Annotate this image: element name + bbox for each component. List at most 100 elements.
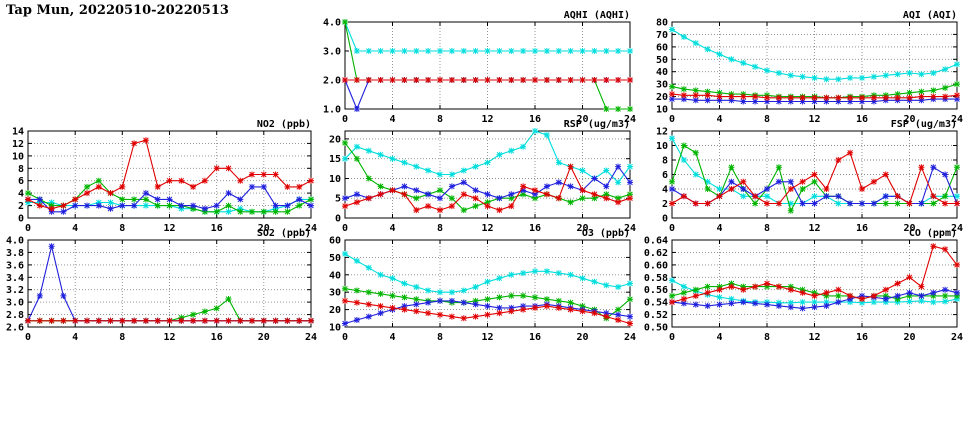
svg-text:40: 40 xyxy=(329,270,341,281)
chart-fsp: 0 4 8 12 16 20 24 0 2 4 6 8 10 12 FSP (ug/m3) xyxy=(644,117,963,236)
svg-text:4.0: 4.0 xyxy=(6,236,24,247)
svg-text:12: 12 xyxy=(808,332,820,343)
svg-text:16: 16 xyxy=(529,332,541,343)
svg-text:24: 24 xyxy=(951,114,963,125)
svg-text:4: 4 xyxy=(716,114,722,125)
svg-text:0.50: 0.50 xyxy=(644,323,668,334)
svg-text:4: 4 xyxy=(716,223,722,234)
svg-text:0: 0 xyxy=(342,332,348,343)
svg-text:3.0: 3.0 xyxy=(323,47,341,58)
svg-text:14: 14 xyxy=(12,127,24,138)
svg-text:15: 15 xyxy=(329,154,341,165)
svg-text:16: 16 xyxy=(856,114,868,125)
chart-aqhi: 0 4 8 12 16 20 24 1.0 2.0 3.0 4.0 AQHI (AQHI) xyxy=(317,8,636,127)
svg-text:16: 16 xyxy=(211,223,223,234)
svg-text:30: 30 xyxy=(656,80,668,91)
svg-text:12: 12 xyxy=(163,223,175,234)
page-title: Tap Mun, 20220510-20220513 xyxy=(6,3,229,18)
svg-text:0: 0 xyxy=(669,223,675,234)
chart-canvas-co: 0 4 8 12 16 20 24 0.50 0.520.54 0.560.58 0.600.620… xyxy=(644,228,963,343)
svg-text:16: 16 xyxy=(856,223,868,234)
svg-text:4: 4 xyxy=(18,189,24,200)
svg-text:6: 6 xyxy=(18,176,24,187)
svg-text:80: 80 xyxy=(656,18,668,29)
chart-no2: 0 4 8 12 16 20 24 0 2 4 6 8 10 12 14 NO2 (ppb) xyxy=(0,117,317,236)
svg-text:3.4: 3.4 xyxy=(6,273,24,284)
svg-text:2.0: 2.0 xyxy=(323,76,341,87)
svg-text:0: 0 xyxy=(18,214,24,225)
svg-text:0.54: 0.54 xyxy=(644,298,668,309)
svg-text:12: 12 xyxy=(163,332,175,343)
svg-text:8: 8 xyxy=(764,223,770,234)
svg-text:8: 8 xyxy=(18,164,24,175)
svg-text:20: 20 xyxy=(258,223,270,234)
svg-text:20: 20 xyxy=(903,114,915,125)
svg-text:1.0: 1.0 xyxy=(323,105,341,116)
chart-aqi: 0 4 8 12 16 20 24 10 20 30 40 50 60 70 80 AQI (AQI) xyxy=(644,8,963,127)
svg-text:3.2: 3.2 xyxy=(6,285,24,296)
svg-text:0.60: 0.60 xyxy=(644,260,668,271)
svg-text:0: 0 xyxy=(25,332,31,343)
svg-text:20: 20 xyxy=(576,114,588,125)
svg-text:30: 30 xyxy=(329,288,341,299)
svg-text:24: 24 xyxy=(951,332,963,343)
svg-text:0: 0 xyxy=(669,332,675,343)
chart-canvas-so2: 0 4 8 12 16 20 24 2.6 2.83.0 3.23.4 3.63.84.0 SO2 (… xyxy=(6,228,317,343)
svg-text:2.8: 2.8 xyxy=(6,310,24,321)
svg-text:40: 40 xyxy=(656,67,668,78)
svg-text:20: 20 xyxy=(903,332,915,343)
svg-text:24: 24 xyxy=(624,114,636,125)
svg-text:50: 50 xyxy=(656,55,668,66)
chart-o3: 0 4 8 12 16 20 24 10 20 30 40 50 60 O3 (ppb) xyxy=(317,226,636,345)
svg-text:0.56: 0.56 xyxy=(644,285,668,296)
svg-text:0.52: 0.52 xyxy=(644,310,668,321)
svg-text:20: 20 xyxy=(903,223,915,234)
svg-text:FSP (ug/m3): FSP (ug/m3) xyxy=(891,119,957,130)
svg-text:24: 24 xyxy=(305,223,317,234)
svg-text:AQHI (AQHI): AQHI (AQHI) xyxy=(564,10,630,21)
svg-text:8: 8 xyxy=(437,332,443,343)
svg-text:0.62: 0.62 xyxy=(644,248,668,259)
svg-text:0: 0 xyxy=(335,214,341,225)
svg-text:16: 16 xyxy=(856,332,868,343)
svg-text:20: 20 xyxy=(576,332,588,343)
svg-text:4: 4 xyxy=(662,185,668,196)
svg-text:8: 8 xyxy=(437,114,443,125)
svg-text:20: 20 xyxy=(656,92,668,103)
svg-text:O3 (ppb): O3 (ppb) xyxy=(582,228,630,239)
chart-so2: 0 4 8 12 16 20 24 2.6 2.8 3.0 3.2 3.4 3.6 3.8 4.0 SO2 (… xyxy=(0,226,317,345)
svg-text:10: 10 xyxy=(656,105,668,116)
svg-text:20: 20 xyxy=(329,134,341,145)
svg-text:10: 10 xyxy=(12,151,24,162)
svg-text:3.6: 3.6 xyxy=(6,260,24,271)
svg-text:12: 12 xyxy=(481,114,493,125)
svg-text:0.64: 0.64 xyxy=(644,236,668,247)
svg-text:3.0: 3.0 xyxy=(6,298,24,309)
svg-text:2: 2 xyxy=(18,201,24,212)
svg-text:8: 8 xyxy=(437,223,443,234)
svg-text:4: 4 xyxy=(389,332,395,343)
svg-text:4: 4 xyxy=(389,223,395,234)
chart-canvas-o3: 0 4 8 12 16 20 24 10 20 30 40 50 60 O3 (ppb) xyxy=(329,228,636,343)
svg-text:4: 4 xyxy=(716,332,722,343)
svg-text:8: 8 xyxy=(764,114,770,125)
svg-text:2.6: 2.6 xyxy=(6,323,24,334)
svg-text:10: 10 xyxy=(656,141,668,152)
svg-text:2: 2 xyxy=(662,199,668,210)
svg-text:10: 10 xyxy=(329,323,341,334)
svg-text:12: 12 xyxy=(656,127,668,138)
svg-text:20: 20 xyxy=(258,332,270,343)
svg-text:20: 20 xyxy=(576,223,588,234)
svg-text:CO (ppm): CO (ppm) xyxy=(909,228,957,239)
svg-text:0: 0 xyxy=(342,114,348,125)
svg-text:24: 24 xyxy=(624,332,636,343)
svg-text:4.0: 4.0 xyxy=(323,18,341,29)
chart-canvas-rsp: 0 4 8 12 16 20 24 0 5 10 15 20 RSP (ug/m3) xyxy=(329,119,636,234)
svg-text:NO2 (ppb): NO2 (ppb) xyxy=(257,119,311,130)
svg-text:0: 0 xyxy=(662,214,668,225)
svg-text:24: 24 xyxy=(624,223,636,234)
svg-text:4: 4 xyxy=(389,114,395,125)
